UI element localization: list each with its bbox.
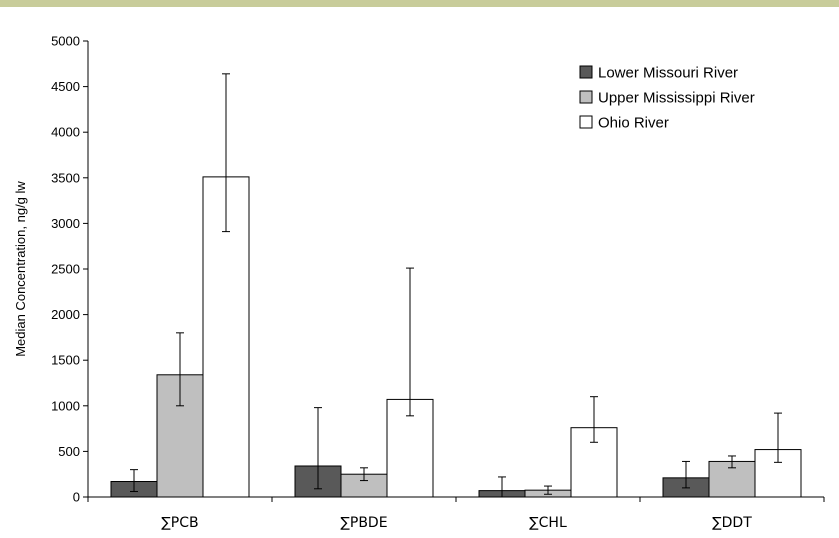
legend-swatch bbox=[579, 115, 593, 129]
y-tick-label: 2500 bbox=[51, 262, 80, 277]
x-category-label: ∑CHL bbox=[529, 515, 567, 531]
x-category-label: ∑PCB bbox=[161, 515, 198, 531]
legend: Lower Missouri River Upper Mississippi Ri… bbox=[579, 65, 755, 132]
y-tick-label: 3500 bbox=[51, 170, 80, 185]
legend-label: Lower Missouri River bbox=[598, 65, 738, 82]
y-tick-label: 0 bbox=[73, 490, 80, 505]
y-tick-label: 5000 bbox=[51, 34, 80, 49]
axes: 0 500 1000 1500 2000 2500 3000 3500 4000 4500 5000… bbox=[51, 34, 825, 531]
bars bbox=[110, 176, 802, 498]
y-tick-label: 4000 bbox=[51, 125, 80, 140]
y-tick-label: 4500 bbox=[51, 79, 80, 94]
legend-label: Ohio River bbox=[598, 115, 669, 132]
x-category-label: ∑DDT bbox=[712, 515, 752, 531]
legend-swatch bbox=[579, 65, 593, 79]
y-tick-label: 3000 bbox=[51, 216, 80, 231]
y-axis-title: Median Concentration, ng/g lw bbox=[13, 181, 28, 357]
x-category-label: ∑PBDE bbox=[340, 515, 387, 531]
legend-label: Upper Mississippi River bbox=[598, 90, 755, 107]
y-tick-label: 2000 bbox=[51, 307, 80, 322]
y-tick-label: 1000 bbox=[51, 398, 80, 413]
y-tick-label: 500 bbox=[58, 444, 80, 459]
top-border-band bbox=[0, 0, 839, 7]
error-bars bbox=[130, 73, 782, 498]
legend-swatch bbox=[579, 90, 593, 104]
y-tick-label: 1500 bbox=[51, 353, 80, 368]
